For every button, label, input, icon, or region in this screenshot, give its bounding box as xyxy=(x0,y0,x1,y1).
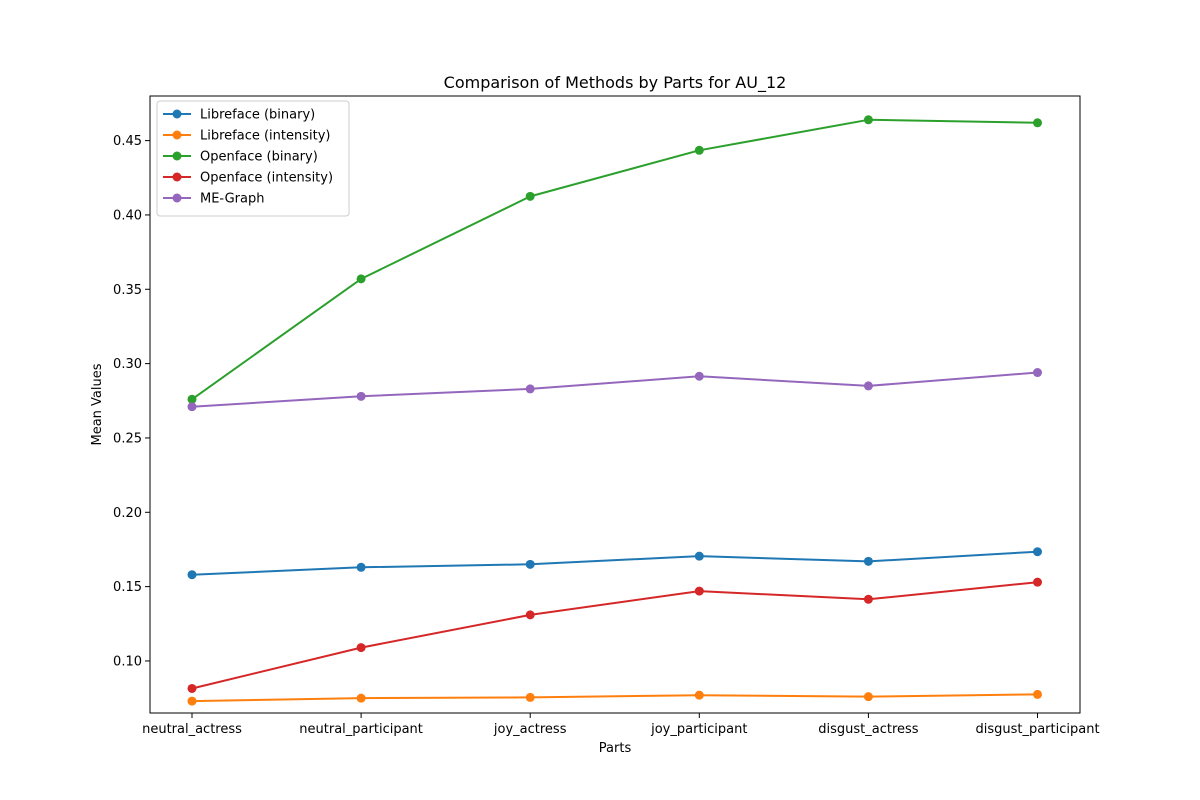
legend-marker xyxy=(172,172,182,182)
legend-label: Libreface (intensity) xyxy=(200,129,331,144)
x-tick-label: joy_participant xyxy=(650,722,747,737)
plot-frame xyxy=(149,95,1081,714)
data-point xyxy=(356,693,366,703)
series-libreface-intensity xyxy=(187,689,1042,706)
series-layer xyxy=(187,115,1042,706)
data-point xyxy=(187,402,197,412)
data-point xyxy=(187,683,197,693)
legend-label: Openface (intensity) xyxy=(200,171,333,186)
data-point xyxy=(356,274,366,284)
y-tick-label: 0.40 xyxy=(113,208,142,223)
data-point xyxy=(863,381,873,391)
chart-title: Comparison of Methods by Parts for AU_12 xyxy=(444,73,787,93)
legend-marker xyxy=(172,109,182,119)
data-point xyxy=(525,692,535,702)
data-point xyxy=(863,556,873,566)
y-tick-label: 0.45 xyxy=(113,134,142,149)
series-line xyxy=(191,550,1038,576)
y-tick-label: 0.10 xyxy=(113,654,142,669)
data-point xyxy=(1033,547,1042,557)
y-tick-label: 0.30 xyxy=(113,357,142,372)
series-libreface-binary xyxy=(187,547,1042,580)
legend-item: Openface (binary) xyxy=(163,150,318,165)
data-point xyxy=(525,610,535,620)
plot-area xyxy=(149,95,1081,714)
data-point xyxy=(525,191,535,201)
y-tick-label: 0.35 xyxy=(113,283,142,298)
data-point xyxy=(356,643,366,653)
data-point xyxy=(1033,368,1042,378)
series-openface-intensity xyxy=(187,577,1042,693)
series-line xyxy=(191,118,1038,401)
legend-label: Openface (binary) xyxy=(200,150,318,165)
data-point xyxy=(863,692,873,702)
data-point xyxy=(694,690,704,700)
legend-marker xyxy=(172,130,182,140)
data-point xyxy=(863,115,873,125)
x-axis-label: Parts xyxy=(599,741,632,756)
legend-item: Libreface (binary) xyxy=(163,108,315,123)
series-line xyxy=(191,581,1038,690)
legend: Libreface (binary) Libreface (intensity) O… xyxy=(156,100,350,217)
data-point xyxy=(1033,689,1042,699)
x-tick-label: disgust_actress xyxy=(818,722,919,737)
series-line xyxy=(191,371,1038,408)
y-axis-label: Mean Values xyxy=(90,363,105,445)
data-point xyxy=(694,371,704,381)
data-point xyxy=(694,551,704,561)
series-openface-binary xyxy=(187,115,1042,404)
legend-item: Openface (intensity) xyxy=(163,171,333,186)
series-line xyxy=(191,693,1038,703)
legend-label: ME-Graph xyxy=(200,192,264,207)
data-point xyxy=(525,384,535,394)
data-point xyxy=(356,391,366,401)
x-tick-label: joy_actress xyxy=(493,722,567,737)
data-point xyxy=(356,562,366,572)
y-tick-label: 0.15 xyxy=(113,580,142,595)
legend-marker xyxy=(172,193,182,203)
data-point xyxy=(187,696,197,706)
data-point xyxy=(187,394,197,404)
data-point xyxy=(863,594,873,604)
y-axis: 0.10 0.15 0.20 0.25 0.30 0.35 0.40 0.45 xyxy=(113,134,150,669)
legend-item: Libreface (intensity) xyxy=(163,129,331,144)
series-me-graph xyxy=(187,368,1042,412)
data-point xyxy=(187,570,197,580)
data-point xyxy=(694,586,704,596)
x-axis: neutral_actress neutral_participant joy_ac… xyxy=(142,713,1100,737)
x-tick-label: disgust_participant xyxy=(975,722,1099,737)
y-tick-label: 0.20 xyxy=(113,506,142,521)
legend-item: ME-Graph xyxy=(163,192,264,207)
y-tick-label: 0.25 xyxy=(113,431,142,446)
x-tick-label: neutral_actress xyxy=(142,722,242,737)
data-point xyxy=(1033,118,1042,128)
legend-marker xyxy=(172,151,182,161)
legend-label: Libreface (binary) xyxy=(200,108,315,123)
data-point xyxy=(1033,577,1042,587)
data-point xyxy=(694,145,704,155)
data-point xyxy=(525,559,535,569)
legend-box xyxy=(156,100,350,217)
x-tick-label: neutral_participant xyxy=(299,722,423,737)
